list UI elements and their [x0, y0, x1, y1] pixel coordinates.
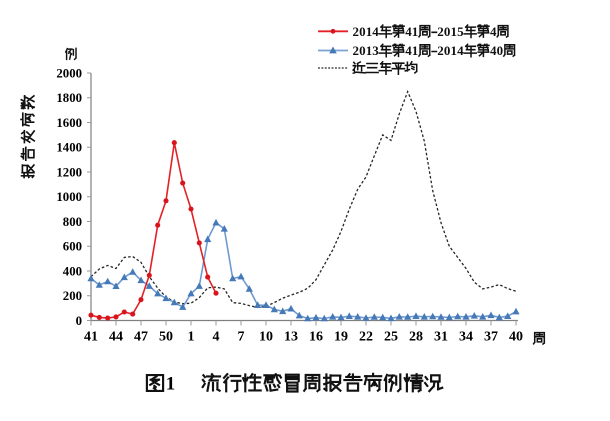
svg-text:50: 50 [159, 329, 173, 344]
svg-text:0: 0 [359, 43, 366, 58]
svg-text:4: 4 [490, 24, 497, 39]
svg-text:40: 40 [509, 329, 523, 344]
svg-text:4: 4 [213, 329, 220, 344]
svg-text:400: 400 [63, 264, 82, 278]
svg-text:28: 28 [409, 329, 423, 344]
svg-text:0: 0 [497, 43, 504, 58]
svg-text:0: 0 [444, 24, 451, 39]
svg-text:4: 4 [457, 43, 464, 58]
svg-text:4: 4 [372, 24, 379, 39]
svg-text:2000: 2000 [56, 66, 82, 80]
svg-text:1: 1 [166, 374, 176, 395]
svg-text:800: 800 [63, 215, 82, 229]
svg-text:1600: 1600 [56, 116, 82, 130]
svg-text:25: 25 [384, 329, 398, 344]
svg-text:34: 34 [459, 329, 473, 344]
svg-text:1000: 1000 [56, 190, 82, 204]
svg-text:44: 44 [109, 329, 123, 344]
svg-text:1200: 1200 [56, 165, 82, 179]
svg-text:7: 7 [238, 329, 245, 344]
svg-text:200: 200 [63, 289, 82, 303]
svg-text:1: 1 [366, 24, 373, 39]
svg-text:2: 2 [437, 43, 444, 58]
svg-text:1400: 1400 [56, 141, 82, 155]
svg-text:1: 1 [188, 329, 195, 344]
svg-text:2: 2 [353, 43, 360, 58]
svg-text:4: 4 [405, 43, 412, 58]
svg-text:600: 600 [63, 240, 82, 254]
svg-text:10: 10 [259, 329, 273, 344]
svg-text:47: 47 [134, 329, 148, 344]
svg-text:5: 5 [457, 24, 464, 39]
svg-text:1: 1 [412, 43, 419, 58]
svg-text:1: 1 [412, 24, 419, 39]
svg-text:1800: 1800 [56, 91, 82, 105]
svg-text:22: 22 [359, 329, 373, 344]
svg-text:1: 1 [366, 43, 373, 58]
svg-text:2: 2 [437, 24, 444, 39]
svg-text:13: 13 [284, 329, 298, 344]
svg-text:1: 1 [451, 24, 458, 39]
svg-text:4: 4 [405, 24, 412, 39]
svg-text:31: 31 [434, 329, 448, 344]
svg-text:0: 0 [76, 314, 82, 328]
svg-text:4: 4 [490, 43, 497, 58]
svg-text:37: 37 [484, 329, 498, 344]
svg-text:1: 1 [451, 43, 458, 58]
svg-text:2: 2 [353, 24, 360, 39]
svg-text:41: 41 [84, 329, 98, 344]
svg-text:0: 0 [359, 24, 366, 39]
svg-text:16: 16 [309, 329, 323, 344]
svg-text:19: 19 [334, 329, 348, 344]
svg-text:0: 0 [444, 43, 451, 58]
svg-text:3: 3 [372, 43, 379, 58]
